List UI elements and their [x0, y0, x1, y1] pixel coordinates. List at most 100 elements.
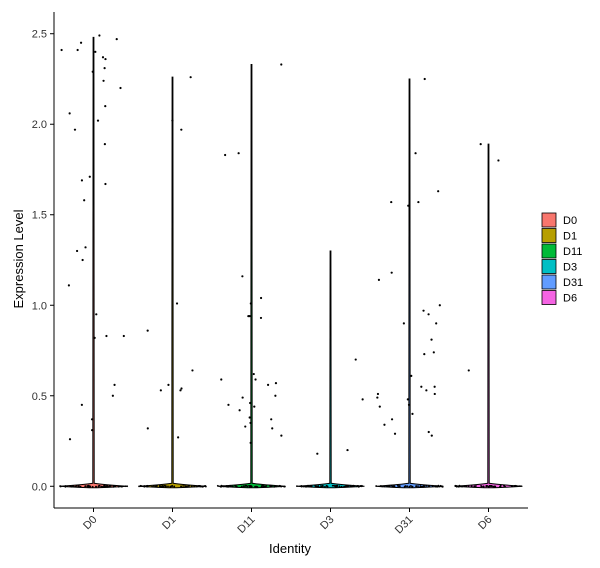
data-point — [346, 484, 348, 487]
legend-item-D11: D11 — [541, 243, 582, 259]
data-point — [428, 485, 431, 487]
data-point — [193, 485, 196, 488]
data-point — [420, 385, 423, 388]
data-point — [411, 485, 414, 488]
data-point — [296, 485, 298, 488]
data-point — [100, 485, 103, 488]
data-point — [75, 249, 79, 253]
data-point — [189, 76, 192, 79]
legend-item-D3: D3 — [541, 259, 577, 274]
data-point — [280, 485, 283, 488]
legend-item-D6: D6 — [541, 290, 577, 305]
data-point — [356, 485, 358, 488]
data-point — [377, 278, 381, 282]
data-point — [423, 353, 426, 356]
data-point — [324, 485, 326, 488]
data-point — [94, 50, 97, 53]
data-point — [83, 199, 86, 202]
data-point — [407, 204, 410, 207]
data-point — [422, 309, 425, 312]
data-point — [223, 485, 226, 488]
y-tick-label: 2.5 — [32, 29, 47, 41]
data-point — [338, 485, 341, 488]
data-point — [90, 418, 94, 421]
data-point — [167, 485, 169, 488]
data-point — [171, 119, 174, 122]
data-point — [430, 434, 433, 437]
violin-shape — [217, 63, 286, 489]
data-point — [146, 485, 148, 487]
data-point — [334, 485, 337, 488]
axes — [53, 12, 528, 509]
data-point — [179, 389, 182, 392]
data-point — [219, 485, 222, 488]
data-point — [234, 485, 237, 487]
data-point — [231, 485, 234, 488]
data-point — [102, 79, 105, 82]
violin-D0 — [59, 34, 129, 489]
data-point — [393, 432, 397, 435]
data-point — [229, 484, 232, 487]
x-tick-label: D31 — [393, 514, 416, 537]
data-point — [167, 383, 170, 387]
data-point — [255, 485, 258, 488]
data-point — [97, 485, 100, 488]
data-point — [340, 485, 343, 488]
legend-swatch — [541, 228, 557, 243]
data-point — [458, 484, 461, 487]
data-point — [314, 485, 317, 488]
data-point — [159, 389, 162, 392]
data-point — [379, 484, 382, 487]
data-point — [410, 484, 412, 487]
data-point — [159, 485, 162, 488]
data-point — [307, 485, 310, 488]
data-point — [423, 485, 426, 488]
data-point — [240, 485, 243, 488]
data-point — [73, 128, 77, 131]
data-point — [80, 403, 83, 406]
data-point — [261, 485, 263, 487]
data-point — [184, 485, 187, 488]
data-point — [74, 485, 77, 488]
data-point — [66, 485, 68, 488]
data-point — [343, 485, 345, 488]
data-point — [278, 484, 281, 487]
data-point — [146, 329, 149, 332]
data-point — [354, 358, 357, 361]
data-point — [155, 485, 158, 487]
data-point — [177, 436, 180, 439]
data-point — [407, 403, 411, 406]
y-tick-label: 1.0 — [32, 300, 47, 312]
legend-label: D3 — [563, 262, 577, 274]
data-point — [103, 143, 106, 146]
violin-D6 — [454, 143, 523, 489]
data-point — [359, 484, 362, 487]
data-point — [390, 200, 393, 204]
y-ticks: 0.0 0.5 1.0 1.5 2.0 2.5 — [32, 29, 54, 493]
legend: D0 D1 D11 D3 D31 D6 — [541, 212, 583, 305]
data-point — [266, 383, 270, 387]
data-point — [357, 485, 360, 487]
data-point — [253, 405, 256, 408]
data-point — [300, 485, 303, 488]
data-point — [383, 423, 386, 426]
data-point — [216, 484, 219, 487]
data-point — [120, 485, 123, 488]
data-point — [188, 484, 191, 487]
data-point — [69, 485, 72, 487]
y-tick-label: 0.5 — [32, 391, 47, 403]
data-point — [434, 485, 437, 488]
legend-swatch — [541, 259, 557, 274]
violin-shape — [296, 250, 365, 489]
data-point — [91, 70, 94, 73]
data-point — [393, 485, 395, 488]
data-point — [515, 485, 518, 487]
data-point — [437, 485, 440, 487]
data-point — [113, 383, 116, 387]
data-point — [245, 484, 248, 487]
data-point — [225, 485, 228, 487]
data-point — [104, 105, 107, 108]
legend-swatch — [541, 274, 557, 290]
data-point — [398, 485, 401, 488]
